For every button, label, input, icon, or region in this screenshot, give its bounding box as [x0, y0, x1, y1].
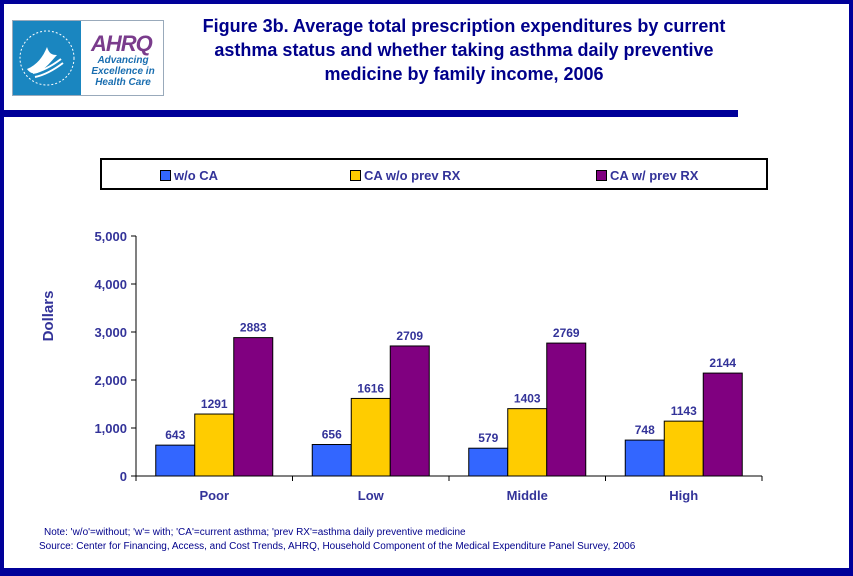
ahrq-brand: AHRQ Advancing Excellence in Health Care	[81, 21, 163, 95]
data-label: 2144	[709, 356, 736, 370]
legend-label: CA w/ prev RX	[610, 168, 699, 183]
bar	[389, 345, 430, 477]
data-label: 2883	[240, 321, 267, 335]
legend-swatch-ca-w-prev	[596, 170, 607, 181]
x-tick-label: Poor	[199, 488, 229, 503]
data-label: 1143	[671, 404, 697, 418]
data-label: 748	[635, 423, 655, 437]
ahrq-tagline: Advancing Excellence in Health Care	[85, 55, 161, 88]
legend-item: w/o CA	[160, 168, 218, 183]
data-label: 2769	[553, 326, 580, 340]
chart-legend: w/o CA CA w/o prev RX CA w/ prev RX	[100, 158, 768, 190]
bar	[507, 408, 548, 477]
y-tick-label: 4,000	[94, 277, 127, 292]
footnote: Note: 'w/o'=without; 'w'= with; 'CA'=cur…	[44, 527, 466, 538]
y-tick-label: 2,000	[94, 373, 127, 388]
hhs-eagle-icon	[13, 21, 81, 95]
y-tick-label: 5,000	[94, 229, 127, 244]
legend-label: w/o CA	[174, 168, 219, 183]
bar	[468, 447, 509, 477]
data-label: 1291	[201, 397, 228, 411]
legend-swatch-wo-ca	[160, 170, 171, 181]
tagline-line: Advancing	[97, 55, 149, 66]
x-tick-label: High	[669, 488, 698, 503]
legend-item: CA w/ prev RX	[596, 168, 698, 183]
x-tick-label: Middle	[507, 488, 548, 503]
y-tick-label: 0	[120, 469, 127, 484]
bar	[194, 413, 235, 477]
ahrq-wordmark: AHRQ	[91, 31, 153, 56]
chart-title: Figure 3b. Average total prescription ex…	[202, 16, 726, 84]
legend-swatch-ca-wo-prev	[350, 170, 361, 181]
bar	[663, 420, 704, 477]
bar	[546, 342, 587, 477]
legend-item: CA w/o prev RX	[350, 168, 460, 183]
y-tick-label: 3,000	[94, 325, 127, 340]
y-axis-label: Dollars	[40, 291, 57, 342]
data-label: 579	[478, 431, 498, 445]
y-tick-label: 1,000	[94, 421, 127, 436]
data-label: 643	[165, 428, 185, 442]
legend-label: CA w/o prev RX	[364, 168, 461, 183]
data-label: 656	[322, 428, 342, 442]
data-label: 1403	[514, 392, 541, 406]
tagline-line: Health Care	[95, 77, 151, 88]
bar	[311, 444, 352, 477]
bar	[233, 337, 274, 477]
data-label: 2709	[396, 329, 423, 343]
title-divider	[4, 110, 738, 117]
bar	[702, 372, 743, 477]
x-tick-label: Low	[358, 488, 385, 503]
tagline-line: Excellence in	[91, 66, 155, 77]
bar	[350, 397, 391, 477]
bar	[155, 444, 196, 477]
bar	[624, 439, 665, 477]
ahrq-logo: AHRQ Advancing Excellence in Health Care	[12, 20, 164, 96]
data-label: 1616	[357, 381, 384, 395]
source-note: Source: Center for Financing, Access, an…	[39, 541, 636, 552]
